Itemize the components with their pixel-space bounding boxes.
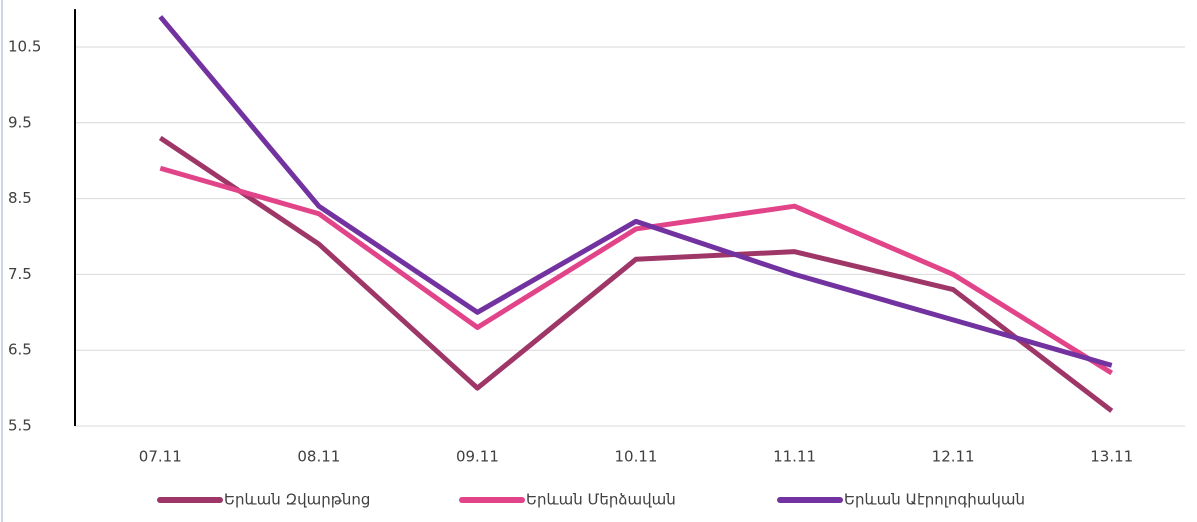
- x-tick-label: 09.11: [456, 448, 499, 466]
- series-line: [158, 15, 1113, 368]
- y-tick-label: 10.5: [8, 38, 41, 56]
- x-tick-label: 11.11: [773, 448, 816, 466]
- y-tick-label: 5.5: [8, 417, 32, 435]
- legend-label: Երևան Զվարթնոց: [224, 491, 370, 509]
- series-line: [158, 135, 1114, 413]
- x-tick-label: 08.11: [297, 448, 340, 466]
- y-tick-label: 7.5: [8, 265, 32, 283]
- y-tick-label: 8.5: [8, 189, 32, 207]
- x-tick-label: 13.11: [1090, 448, 1133, 466]
- x-tick-label: 07.11: [139, 448, 182, 466]
- y-tick-label: 9.5: [8, 113, 32, 131]
- x-tick-label: 12.11: [932, 448, 975, 466]
- series-line: [159, 165, 1114, 376]
- legend-label: Երևան Մերձավան: [526, 491, 676, 509]
- y-tick-label: 6.5: [8, 341, 32, 359]
- x-tick-label: 10.11: [615, 448, 658, 466]
- legend-label: Երևան Աէրոլոգիական: [844, 491, 1025, 509]
